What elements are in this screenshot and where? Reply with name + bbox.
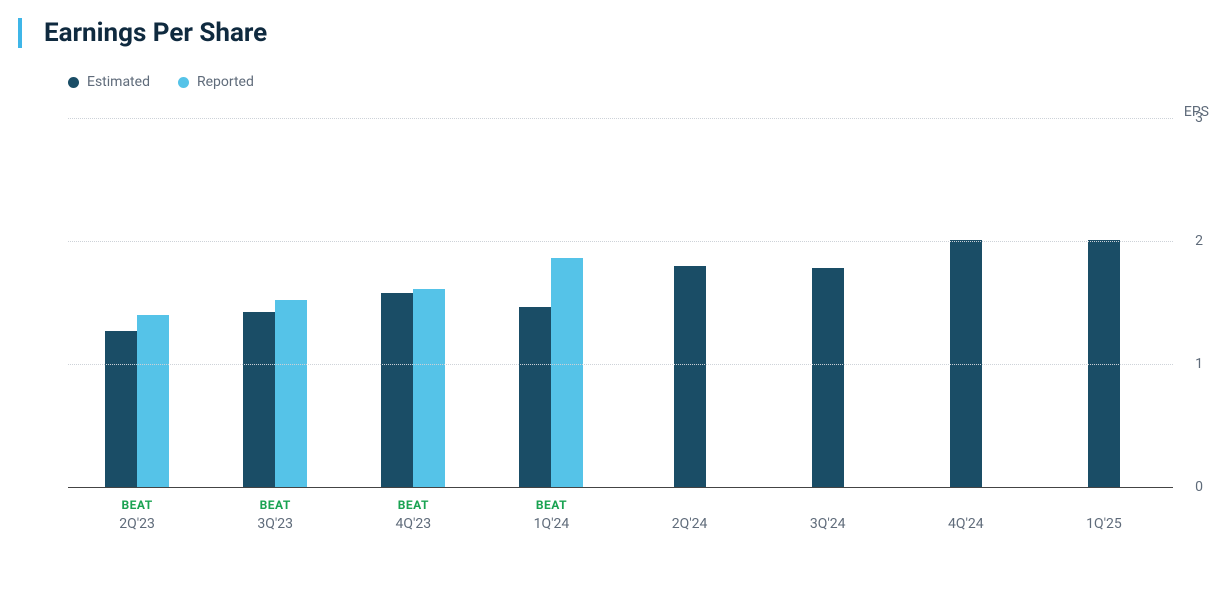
bar-group: [206, 118, 344, 487]
x-label: BEAT 3Q'23: [206, 498, 344, 532]
legend: Estimated Reported: [68, 74, 1213, 90]
bar-reported: [413, 289, 445, 487]
status-badge: [621, 498, 759, 514]
bar-estimated: [519, 307, 551, 487]
bar-reported: [551, 258, 583, 487]
y-tick-label: 3: [1195, 110, 1203, 126]
bar-group: [897, 118, 1035, 487]
x-label: BEAT 1Q'24: [482, 498, 620, 532]
bar-reported: [275, 300, 307, 487]
bar-reported: [137, 315, 169, 487]
period-label: 3Q'24: [759, 516, 897, 532]
period-label: 4Q'24: [897, 516, 1035, 532]
x-label: 1Q'25: [1035, 498, 1173, 532]
period-label: 1Q'24: [482, 516, 620, 532]
status-badge: [1035, 498, 1173, 514]
eps-chart: EPS 0123 BEAT2Q'23BEAT3Q'23BEAT4Q'23BEAT…: [68, 118, 1173, 532]
legend-swatch-icon: [68, 77, 79, 88]
x-label: BEAT 2Q'23: [68, 498, 206, 532]
legend-item-reported: Reported: [178, 74, 254, 90]
x-axis-labels: BEAT2Q'23BEAT3Q'23BEAT4Q'23BEAT1Q'242Q'2…: [68, 498, 1173, 532]
bar-group: [759, 118, 897, 487]
x-label: 4Q'24: [897, 498, 1035, 532]
legend-item-estimated: Estimated: [68, 74, 150, 90]
status-badge: BEAT: [344, 498, 482, 514]
period-label: 2Q'24: [621, 516, 759, 532]
bar-estimated: [674, 266, 706, 487]
bar-group: [621, 118, 759, 487]
status-badge: BEAT: [482, 498, 620, 514]
legend-swatch-icon: [178, 77, 189, 88]
bar-group: [344, 118, 482, 487]
status-badge: BEAT: [68, 498, 206, 514]
status-badge: [759, 498, 897, 514]
bar-groups: [68, 118, 1173, 487]
x-label: BEAT 4Q'23: [344, 498, 482, 532]
x-label: 3Q'24: [759, 498, 897, 532]
gridline: [68, 118, 1173, 119]
chart-title: Earnings Per Share: [44, 18, 267, 48]
chart-header: Earnings Per Share: [18, 18, 1213, 48]
gridline: [68, 241, 1173, 242]
accent-bar: [18, 18, 22, 48]
legend-label: Estimated: [87, 74, 150, 90]
bar-group: [68, 118, 206, 487]
y-tick-label: 1: [1195, 356, 1203, 372]
status-badge: BEAT: [206, 498, 344, 514]
y-tick-label: 0: [1195, 479, 1203, 495]
bar-group: [1035, 118, 1173, 487]
status-badge: [897, 498, 1035, 514]
x-label: 2Q'24: [621, 498, 759, 532]
period-label: 3Q'23: [206, 516, 344, 532]
bar-estimated: [812, 268, 844, 487]
period-label: 2Q'23: [68, 516, 206, 532]
bar-estimated: [243, 312, 275, 487]
legend-label: Reported: [197, 74, 254, 90]
period-label: 1Q'25: [1035, 516, 1173, 532]
bar-group: [482, 118, 620, 487]
bar-estimated: [381, 293, 413, 487]
period-label: 4Q'23: [344, 516, 482, 532]
bar-estimated: [105, 331, 137, 487]
plot-area: 0123: [68, 118, 1173, 488]
gridline: [68, 364, 1173, 365]
y-tick-label: 2: [1195, 233, 1203, 249]
